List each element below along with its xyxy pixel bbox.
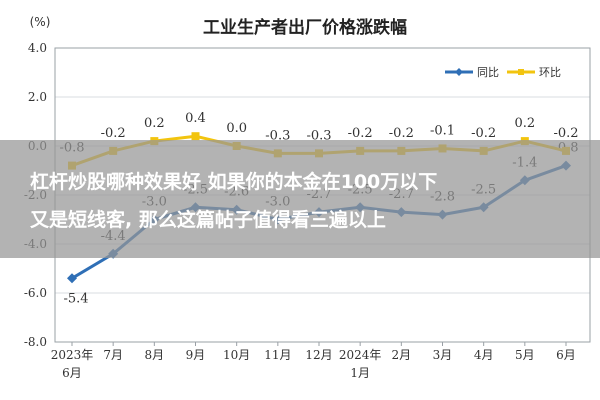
y-tick-label: 4.0 — [28, 41, 47, 55]
legend: 同比 环比 — [445, 66, 561, 79]
data-label-mom: -0.2 — [471, 126, 496, 141]
x-tick-label: 2023年 — [51, 348, 94, 362]
x-tick-label: 4月 — [474, 348, 494, 362]
y-tick-label: -8.0 — [24, 335, 47, 349]
x-tick-label: 5月 — [515, 348, 535, 362]
x-tick-label: 10月 — [223, 348, 250, 362]
x-tick-label: 2024年 — [339, 348, 382, 362]
data-label-mom: -0.2 — [553, 126, 578, 141]
x-tick-label: 1月 — [350, 366, 370, 380]
x-tick-label: 3月 — [433, 348, 453, 362]
banner-text-line1: 杠杆炒股哪种效果好 如果你的本金在100万以下 — [30, 171, 438, 193]
data-point-mom — [191, 132, 200, 141]
y-tick-label: 2.0 — [28, 90, 47, 104]
y-axis-unit: (%) — [30, 15, 51, 29]
legend-marker — [518, 69, 524, 75]
x-tick-label: 2月 — [392, 348, 412, 362]
data-label-yoy: -5.4 — [63, 291, 88, 306]
x-tick-label: 7月 — [103, 348, 123, 362]
legend-label: 环比 — [539, 66, 561, 79]
data-label-mom: 0.2 — [514, 116, 535, 131]
x-tick-label: 6月 — [62, 366, 82, 380]
data-label-mom: -0.2 — [101, 126, 126, 141]
x-tick-label: 11月 — [264, 348, 291, 362]
data-label-mom: -0.1 — [430, 123, 455, 138]
chart-title: 工业生产者出厂价格涨跌幅 — [203, 17, 407, 38]
x-tick-label: 8月 — [145, 348, 165, 362]
data-label-mom: 0.4 — [185, 111, 206, 126]
data-label-mom: -0.3 — [265, 128, 290, 143]
legend-marker — [455, 68, 463, 76]
data-label-mom: 0.2 — [144, 116, 165, 131]
data-label-mom: 0.0 — [226, 121, 247, 136]
data-label-mom: -0.3 — [306, 128, 331, 143]
x-tick-label: 12月 — [305, 348, 332, 362]
data-point-yoy — [67, 273, 77, 284]
overlay-banner — [0, 140, 600, 258]
x-tick-label: 9月 — [186, 348, 206, 362]
data-label-mom: -0.2 — [389, 126, 414, 141]
data-label-mom: -0.2 — [348, 126, 373, 141]
banner-text-line2: 又是短线客, 那么这篇帖子值得看三遍以上 — [30, 209, 386, 231]
y-tick-label: -6.0 — [24, 286, 47, 300]
legend-label: 同比 — [477, 66, 499, 79]
x-tick-label: 6月 — [556, 348, 576, 362]
